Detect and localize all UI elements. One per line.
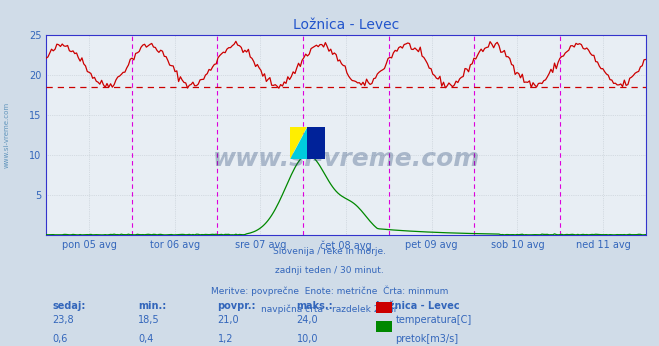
Text: 1,2: 1,2 [217,334,233,344]
Polygon shape [290,127,307,159]
Text: www.si-vreme.com: www.si-vreme.com [212,147,480,171]
Text: 10,0: 10,0 [297,334,318,344]
Text: povpr.:: povpr.: [217,301,256,311]
Text: Slovenija / reke in morje.: Slovenija / reke in morje. [273,247,386,256]
Text: 21,0: 21,0 [217,315,239,325]
Text: 18,5: 18,5 [138,315,160,325]
Text: Meritve: povprečne  Enote: metrične  Črta: minmum: Meritve: povprečne Enote: metrične Črta:… [211,285,448,296]
Title: Ložnica - Levec: Ložnica - Levec [293,18,399,32]
Polygon shape [290,127,307,159]
Text: min.:: min.: [138,301,167,311]
Text: zadnji teden / 30 minut.: zadnji teden / 30 minut. [275,266,384,275]
Text: 0,6: 0,6 [53,334,68,344]
Text: 24,0: 24,0 [297,315,318,325]
Bar [307,127,324,159]
Text: temperatura[C]: temperatura[C] [395,315,472,325]
Text: sedaj:: sedaj: [53,301,86,311]
Text: maks.:: maks.: [297,301,333,311]
Text: navpična črta - razdelek 24 ur: navpična črta - razdelek 24 ur [262,304,397,314]
Text: pretok[m3/s]: pretok[m3/s] [395,334,459,344]
Text: Ložnica - Levec: Ložnica - Levec [376,301,459,311]
Text: 23,8: 23,8 [53,315,74,325]
Text: www.si-vreme.com: www.si-vreme.com [3,102,9,168]
Text: 0,4: 0,4 [138,334,154,344]
